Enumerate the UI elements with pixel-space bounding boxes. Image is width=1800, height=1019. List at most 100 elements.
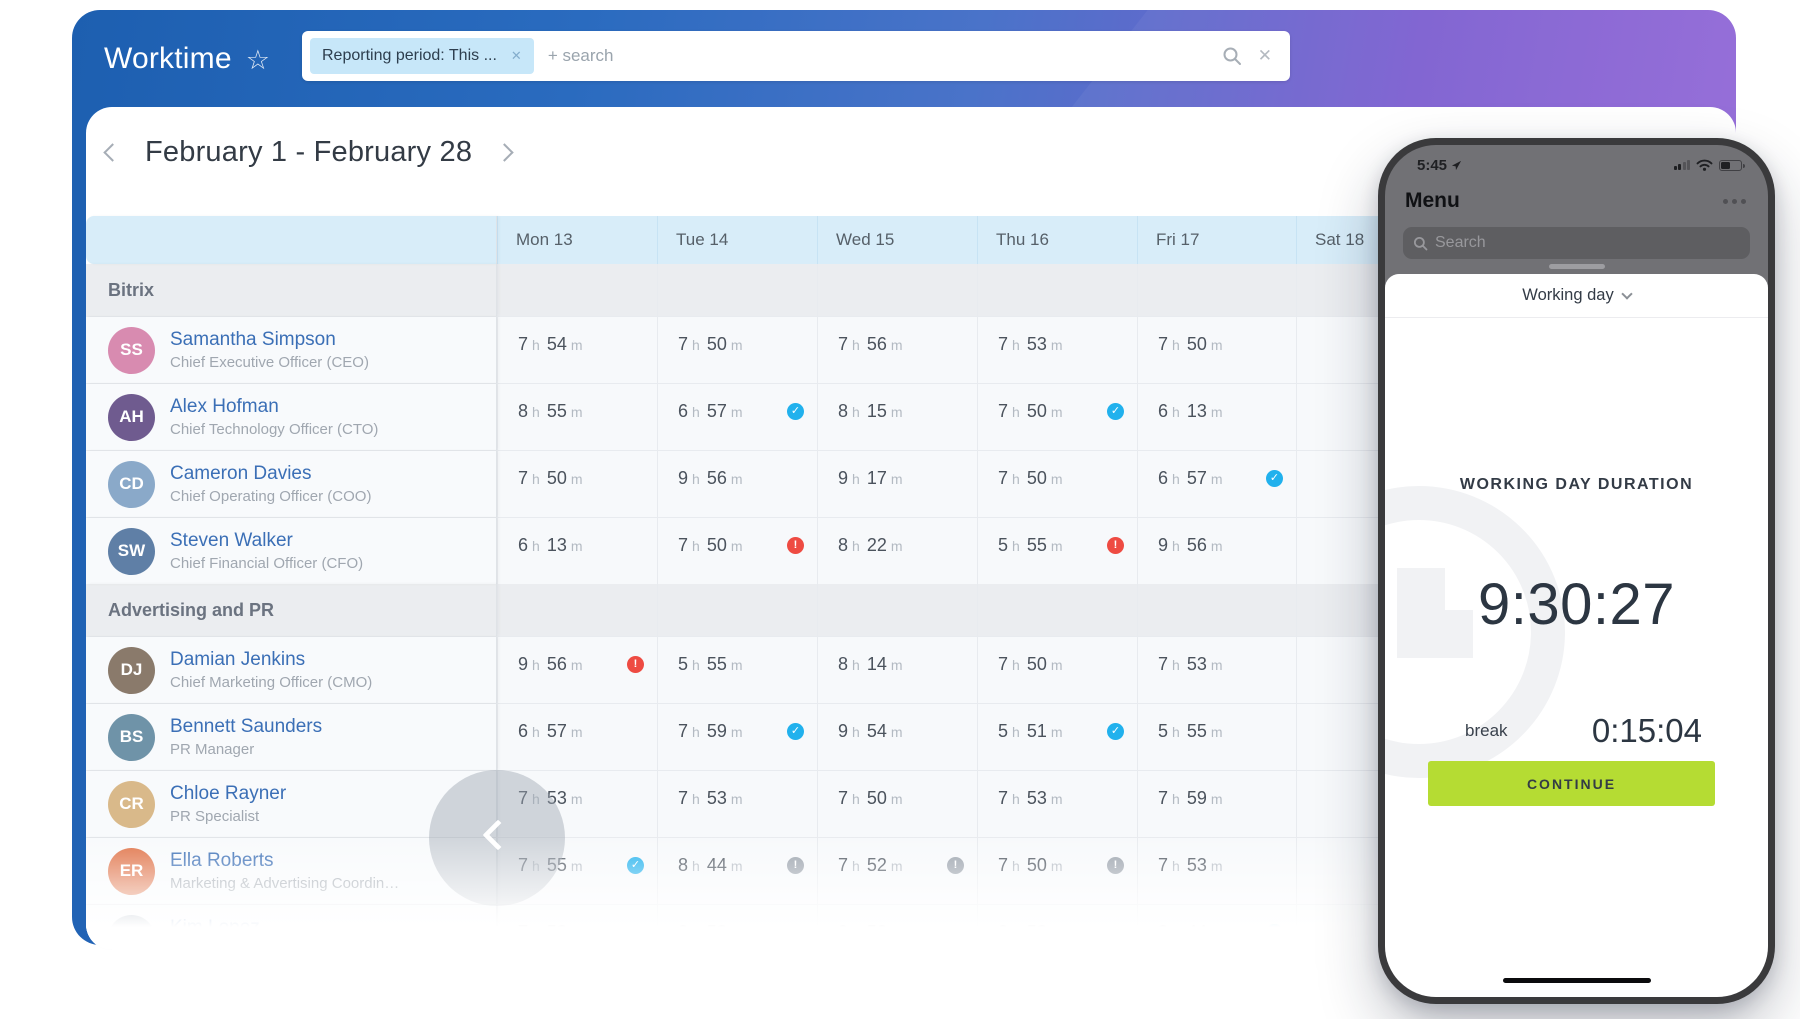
approved-check-icon: ✓ xyxy=(1266,924,1283,941)
employee-info: Steven Walker Chief Financial Officer (CF… xyxy=(170,530,363,572)
time-cell[interactable]: 8 h 15 m xyxy=(817,384,977,450)
time-cell[interactable]: 9 h 56 m! xyxy=(497,637,657,703)
time-cell[interactable]: 7 h 53 m xyxy=(497,771,657,837)
chip-close-icon[interactable]: ✕ xyxy=(510,48,522,63)
time-cell[interactable]: 6 h 57 m ✓ xyxy=(657,384,817,450)
employee-info: Cameron Davies Chief Operating Officer (C… xyxy=(170,463,371,505)
employee-cell[interactable]: AH Alex Hofman Chief Technology Officer (C… xyxy=(86,384,497,450)
time-cell[interactable]: 6 h 57 m ✓ xyxy=(1137,451,1296,517)
time-cell[interactable]: 8 h 55 m xyxy=(497,384,657,450)
approved-check-icon: ✓ xyxy=(1107,723,1124,740)
status-time: 5:45 xyxy=(1417,157,1462,174)
time-cell[interactable] xyxy=(1296,637,1457,703)
clear-search-icon[interactable]: ✕ xyxy=(1257,46,1272,65)
time-cell[interactable]: 7 h 59 m xyxy=(497,905,657,950)
time-cell[interactable]: 9 h 56 m xyxy=(1137,518,1296,584)
avatar: CD xyxy=(108,460,155,508)
time-cell[interactable] xyxy=(1296,704,1457,770)
time-cell[interactable]: 9 h 56 m xyxy=(657,451,817,517)
time-cell[interactable] xyxy=(1296,518,1457,584)
employee-name-link[interactable]: Bennett Saunders xyxy=(170,716,323,737)
employee-cell[interactable]: CD Cameron Davies Chief Operating Officer … xyxy=(86,451,497,517)
time-cell[interactable]: 7 h 50 m xyxy=(977,637,1137,703)
working-day-selector[interactable]: Working day xyxy=(1385,274,1768,318)
time-cell[interactable]: 7 h 53 m xyxy=(1137,637,1296,703)
time-cell[interactable]: 7 h 50 m xyxy=(1137,317,1296,383)
employee-info: Samantha Simpson Chief Executive Officer … xyxy=(170,329,369,371)
scroll-left-button[interactable] xyxy=(429,770,565,906)
time-cell[interactable] xyxy=(1296,771,1457,837)
time-cell[interactable]: 7 h 59 m xyxy=(1137,771,1296,837)
time-cell[interactable]: 8 h 14 m xyxy=(817,637,977,703)
time-cell[interactable]: 7 h 52 m! xyxy=(817,838,977,904)
employee-name-link[interactable]: Cameron Davies xyxy=(170,463,312,484)
time-cell[interactable]: 5 h 55 m xyxy=(1137,704,1296,770)
home-indicator[interactable] xyxy=(1502,978,1651,983)
sheet-drag-handle[interactable] xyxy=(1548,264,1605,269)
favorite-star-icon[interactable]: ☆ xyxy=(245,45,270,75)
employee-name-link[interactable]: Samantha Simpson xyxy=(170,329,336,350)
time-cell[interactable]: 7 h 53 m xyxy=(657,771,817,837)
time-cell[interactable]: 7 h 50 m! xyxy=(977,838,1137,904)
time-value: 9 h 54 m xyxy=(838,721,903,741)
time-cell[interactable]: 7 h 50 m xyxy=(497,451,657,517)
time-cell[interactable]: 7 h 53 m xyxy=(977,771,1137,837)
employee-name-link[interactable]: Chloe Rayner xyxy=(170,783,287,804)
time-value: 7 h 53 m xyxy=(998,334,1063,354)
time-cell[interactable]: 5 h 55 m xyxy=(657,637,817,703)
employee-cell[interactable]: KL Kim Lopez Project Manager xyxy=(86,905,497,950)
time-value: 7 h 50 m xyxy=(1158,334,1223,354)
time-cell[interactable] xyxy=(1296,451,1457,517)
employee-cell[interactable]: CR Chloe Rayner PR Specialist xyxy=(86,771,497,837)
time-value: 7 h 54 m xyxy=(518,334,583,354)
employee-name-link[interactable]: Ella Roberts xyxy=(170,850,274,871)
employee-name-link[interactable]: Alex Hofman xyxy=(170,396,279,417)
time-cell[interactable]: 9 h 53 m xyxy=(657,905,817,950)
time-cell[interactable]: 7 h 50 m ✓ xyxy=(977,384,1137,450)
employee-name-link[interactable]: Kim Lopez xyxy=(170,917,260,938)
time-cell[interactable]: 6 h 13 m xyxy=(497,518,657,584)
employee-name-link[interactable]: Damian Jenkins xyxy=(170,649,306,670)
employee-cell[interactable]: BS Bennett Saunders PR Manager xyxy=(86,704,497,770)
search-input[interactable]: + search xyxy=(547,46,614,65)
time-cell[interactable]: 7 h 56 m xyxy=(817,317,977,383)
filter-chip[interactable]: Reporting period: This ... ✕ xyxy=(310,38,534,74)
time-cell[interactable]: 8 h 22 m xyxy=(817,518,977,584)
employee-name-link[interactable]: Steven Walker xyxy=(170,530,293,551)
time-cell[interactable]: 9 h 17 m xyxy=(817,451,977,517)
prev-period-icon[interactable] xyxy=(103,142,122,162)
time-value: 7 h 50 m xyxy=(838,788,903,808)
department-day-cell xyxy=(497,264,657,316)
time-cell[interactable]: 9 h 50 m xyxy=(817,905,977,950)
time-cell[interactable]: 7 h 50 m xyxy=(977,451,1137,517)
day-column-header: Mon 13 xyxy=(497,216,657,264)
employee-cell[interactable]: SS Samantha Simpson Chief Executive Office… xyxy=(86,317,497,383)
time-cell[interactable] xyxy=(1296,317,1457,383)
time-cell[interactable]: 6 h 57 m xyxy=(497,704,657,770)
phone-search-input[interactable]: Search xyxy=(1403,227,1750,259)
time-cell[interactable]: 9 h 53 m xyxy=(977,905,1137,950)
time-cell[interactable]: 7 h 54 m xyxy=(497,317,657,383)
time-cell[interactable]: 7 h 59 m ✓ xyxy=(657,704,817,770)
time-cell[interactable]: 7 h 50 m xyxy=(817,771,977,837)
time-cell[interactable]: 8 h 44 m ✓ xyxy=(1137,905,1296,950)
time-cell[interactable]: 9 h 54 m xyxy=(817,704,977,770)
employee-cell[interactable]: SW Steven Walker Chief Financial Officer (… xyxy=(86,518,497,584)
employee-cell[interactable]: DJ Damian Jenkins Chief Marketing Officer … xyxy=(86,637,497,703)
time-cell[interactable]: 7 h 50 m! xyxy=(657,518,817,584)
time-cell[interactable]: 7 h 50 m xyxy=(657,317,817,383)
time-cell[interactable]: 5 h 55 m! xyxy=(977,518,1137,584)
filter-search-bar[interactable]: Reporting period: This ... ✕ + search ✕ xyxy=(302,31,1290,81)
next-period-icon[interactable] xyxy=(495,142,514,162)
time-cell[interactable] xyxy=(1296,384,1457,450)
more-options-icon[interactable] xyxy=(1723,199,1746,204)
search-icon[interactable] xyxy=(1222,46,1242,66)
continue-button[interactable]: CONTINUE xyxy=(1428,761,1715,806)
time-cell[interactable]: 8 h 44 m! xyxy=(657,838,817,904)
time-cell[interactable]: 7 h 53 m xyxy=(977,317,1137,383)
time-cell[interactable]: 7 h 53 m xyxy=(1137,838,1296,904)
avatar: ER xyxy=(108,847,155,895)
sheet-title: Working day xyxy=(1522,286,1614,304)
time-cell[interactable]: 5 h 51 m ✓ xyxy=(977,704,1137,770)
time-cell[interactable]: 6 h 13 m xyxy=(1137,384,1296,450)
